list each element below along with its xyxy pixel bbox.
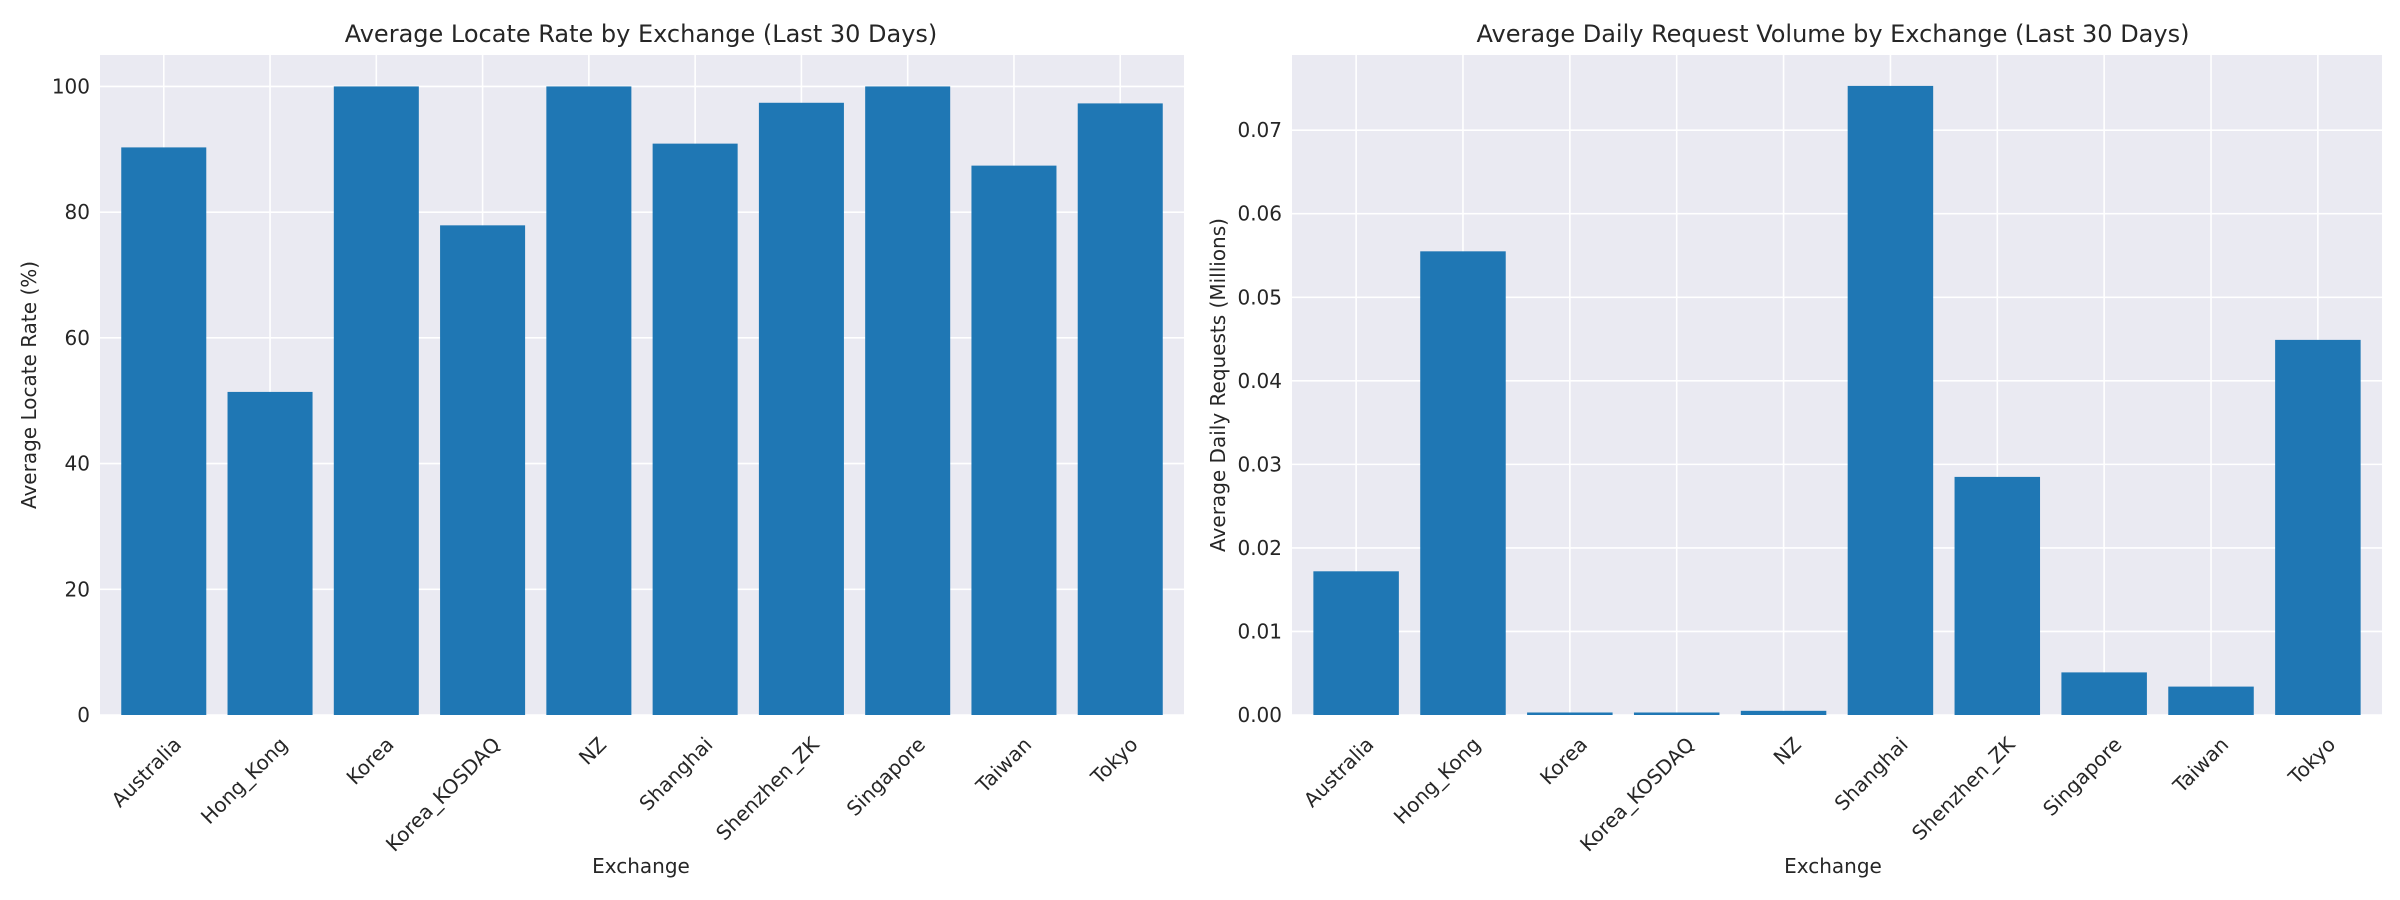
x-tick-label: NZ: [1769, 732, 1806, 769]
bar-nz: [546, 86, 632, 715]
x-tick-label: Taiwan: [970, 732, 1036, 798]
x-tick-label: Tokyo: [1085, 732, 1142, 789]
x-axis-label: Exchange: [1784, 854, 1882, 878]
bar-singapore: [865, 86, 951, 715]
bar-korea: [333, 86, 419, 715]
x-tick-label: Australia: [107, 732, 187, 812]
bar-korea: [1527, 712, 1613, 715]
bar-taiwan: [2168, 686, 2254, 715]
x-tick-label: Hong_Kong: [196, 732, 292, 828]
bar-australia: [1313, 571, 1399, 715]
chart-request-volume: Average Daily Request Volume by Exchange…: [1206, 20, 2382, 878]
x-tick-label: Shenzhen_ZK: [1907, 732, 2020, 845]
bar-singapore: [2061, 672, 2147, 715]
y-tick-label: 0.02: [1237, 536, 1282, 560]
y-tick-label: 0.00: [1237, 703, 1282, 727]
x-axis-label: Exchange: [592, 854, 690, 878]
x-tick-label: Singapore: [2038, 732, 2126, 820]
bar-shenzhen-zk: [1954, 476, 2041, 715]
x-tick-label: Shanghai: [1830, 732, 1913, 815]
y-tick-label: 0.01: [1237, 619, 1282, 643]
y-tick-label: 0.06: [1237, 202, 1282, 226]
bar-hong-kong: [1420, 251, 1506, 716]
x-tick-label: Hong_Kong: [1389, 732, 1485, 828]
bar-tokyo: [1077, 103, 1163, 715]
bar-shanghai: [1847, 85, 1934, 716]
chart-title: Average Locate Rate by Exchange (Last 30…: [345, 20, 938, 48]
bar-taiwan: [971, 165, 1057, 716]
x-tick-label: Korea: [342, 732, 399, 789]
x-tick-label: Shenzhen_ZK: [711, 732, 824, 845]
bar-shenzhen-zk: [758, 102, 844, 716]
y-tick-labels: 0 20 40 60 80 100: [52, 74, 90, 727]
x-tick-label: Australia: [1299, 732, 1379, 812]
y-tick-label: 0.05: [1237, 285, 1282, 309]
y-tick-label: 20: [65, 577, 90, 601]
bar-korea-kosdaq: [440, 225, 526, 716]
y-axis-label: Average Locate Rate (%): [17, 261, 41, 509]
bar-australia: [121, 147, 207, 715]
x-tick-label: Tokyo: [2283, 732, 2340, 789]
y-axis-label: Average Daily Requests (Millions): [1206, 218, 1230, 552]
y-tick-label: 60: [65, 326, 90, 350]
y-tick-label: 40: [65, 452, 90, 476]
bar-korea-kosdaq: [1633, 712, 1720, 715]
x-tick-label: Korea: [1535, 732, 1592, 789]
y-tick-label: 0: [77, 703, 90, 727]
y-tick-label: 0.03: [1237, 452, 1282, 476]
y-tick-label: 0.04: [1237, 369, 1282, 393]
bar-nz: [1740, 710, 1827, 715]
x-tick-label: Taiwan: [2168, 732, 2234, 798]
y-tick-label: 100: [52, 74, 90, 98]
chart-title: Average Daily Request Volume by Exchange…: [1477, 20, 2190, 48]
bars: [1313, 85, 2361, 716]
x-tick-label: Shanghai: [634, 732, 717, 815]
x-tick-label: Korea_KOSDAQ: [1575, 732, 1699, 856]
y-tick-label: 80: [65, 200, 90, 224]
chart-locate-rate: Average Locate Rate by Exchange (Last 30…: [17, 20, 1184, 878]
bar-hong-kong: [227, 391, 313, 715]
x-tick-label: Singapore: [842, 732, 930, 820]
y-tick-label: 0.07: [1237, 118, 1282, 142]
bars: [121, 86, 1163, 716]
y-tick-labels: 0.00 0.01 0.02 0.03 0.04 0.05 0.06 0.07: [1237, 118, 1282, 727]
x-tick-label: NZ: [574, 732, 611, 769]
x-tick-label: Korea_KOSDAQ: [381, 732, 505, 856]
bar-tokyo: [2275, 339, 2361, 715]
bar-shanghai: [652, 143, 738, 716]
